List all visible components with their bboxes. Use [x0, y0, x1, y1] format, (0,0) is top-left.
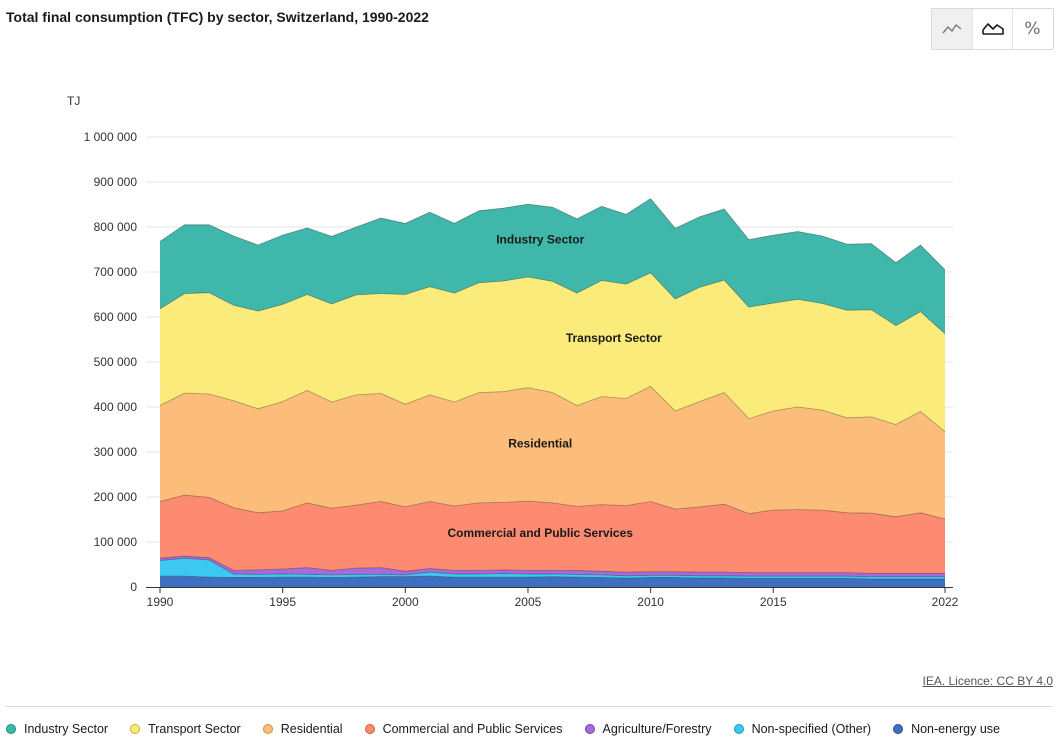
series-boundary-line: [159, 557, 945, 577]
x-tick-label: 1990: [147, 595, 174, 609]
y-tick-label: 500 000: [94, 355, 138, 369]
x-tick-label: 1995: [269, 595, 296, 609]
legend-label: Non-energy use: [911, 722, 1001, 736]
y-tick-label: 200 000: [94, 490, 138, 504]
legend-item[interactable]: Commercial and Public Services: [364, 722, 563, 736]
area-view-button[interactable]: [972, 9, 1012, 49]
area-non-specified-other: [160, 558, 945, 579]
legend-label: Commercial and Public Services: [382, 722, 563, 736]
area-residential: [160, 386, 945, 519]
percent-icon: %: [1024, 19, 1041, 39]
x-tick-label: 2010: [637, 595, 664, 609]
series-boundary-line: [159, 494, 946, 520]
series-boundary-line: [160, 575, 945, 580]
y-tick-label: 600 000: [94, 310, 138, 324]
stacked-area-chart: TJ 0 100 000 200 000 300 000 400 000 500 000 60…: [67, 94, 959, 609]
legend-swatch: [733, 724, 744, 734]
percent-view-button[interactable]: %: [1012, 9, 1052, 49]
chart-title: Total final consumption (TFC) by sector,…: [6, 9, 429, 25]
x-tick-label: 2022: [932, 595, 959, 609]
y-tick-label: 0: [130, 580, 137, 594]
area-non-energy-use: [160, 576, 945, 587]
area-transport-sector: [160, 272, 945, 432]
x-tick-label: 2015: [760, 595, 787, 609]
area-industry-sector: [160, 198, 945, 334]
area-label: Commercial and Public Services: [448, 526, 634, 540]
series-boundary-line: [159, 385, 946, 433]
area-label: Transport Sector: [566, 331, 662, 345]
area-commercial-and-public-services: [160, 495, 945, 574]
legend-label: Residential: [280, 722, 343, 736]
series-boundary-line: [159, 198, 946, 271]
y-tick-label: 1 000 000: [84, 130, 138, 144]
y-axis-unit: TJ: [67, 94, 80, 108]
legend-swatch: [262, 724, 273, 734]
legend-item[interactable]: Industry Sector: [6, 722, 108, 736]
y-tick-label: 300 000: [94, 445, 138, 459]
line-chart-icon: [942, 23, 962, 34]
legend-swatch: [130, 724, 141, 734]
legend-label: Agriculture/Forestry: [602, 722, 712, 736]
legend-swatch: [364, 724, 375, 734]
series-boundary-line: [159, 272, 946, 334]
legend-swatch: [584, 724, 595, 734]
series-boundary-line: [159, 555, 945, 574]
y-tick-label: 800 000: [94, 220, 138, 234]
legend-label: Industry Sector: [24, 722, 109, 736]
legend-item[interactable]: Transport Sector: [130, 722, 241, 736]
legend-label: Transport Sector: [148, 722, 241, 736]
y-tick-label: 700 000: [94, 265, 138, 279]
line-view-button[interactable]: [932, 9, 972, 49]
legend-item[interactable]: Non-specified (Other): [733, 722, 872, 736]
area-agriculture-forestry: [160, 556, 945, 577]
area-label: Residential: [508, 437, 572, 451]
area-chart-icon: [981, 23, 1004, 35]
chart-legend: Industry Sector Transport Sector Residenti…: [6, 722, 1022, 736]
legend-item[interactable]: Residential: [262, 722, 343, 736]
y-tick-label: 100 000: [94, 535, 138, 549]
legend-swatch: [6, 724, 16, 734]
chart-view-toolbar: %: [931, 8, 1054, 50]
legend-label: Non-specified (Other): [751, 722, 872, 736]
area-label: Industry Sector: [496, 233, 584, 247]
y-tick-label: 900 000: [94, 175, 138, 189]
source-license-link[interactable]: IEA. Licence: CC BY 4.0: [922, 674, 1053, 688]
legend-item[interactable]: Agriculture/Forestry: [584, 722, 712, 736]
y-tick-label: 400 000: [94, 400, 138, 414]
x-tick-label: 2005: [515, 595, 542, 609]
x-tick-label: 2000: [392, 595, 419, 609]
legend-item[interactable]: Non-energy use: [893, 722, 1000, 736]
legend-swatch: [893, 724, 904, 734]
legend-divider: [6, 706, 1053, 707]
